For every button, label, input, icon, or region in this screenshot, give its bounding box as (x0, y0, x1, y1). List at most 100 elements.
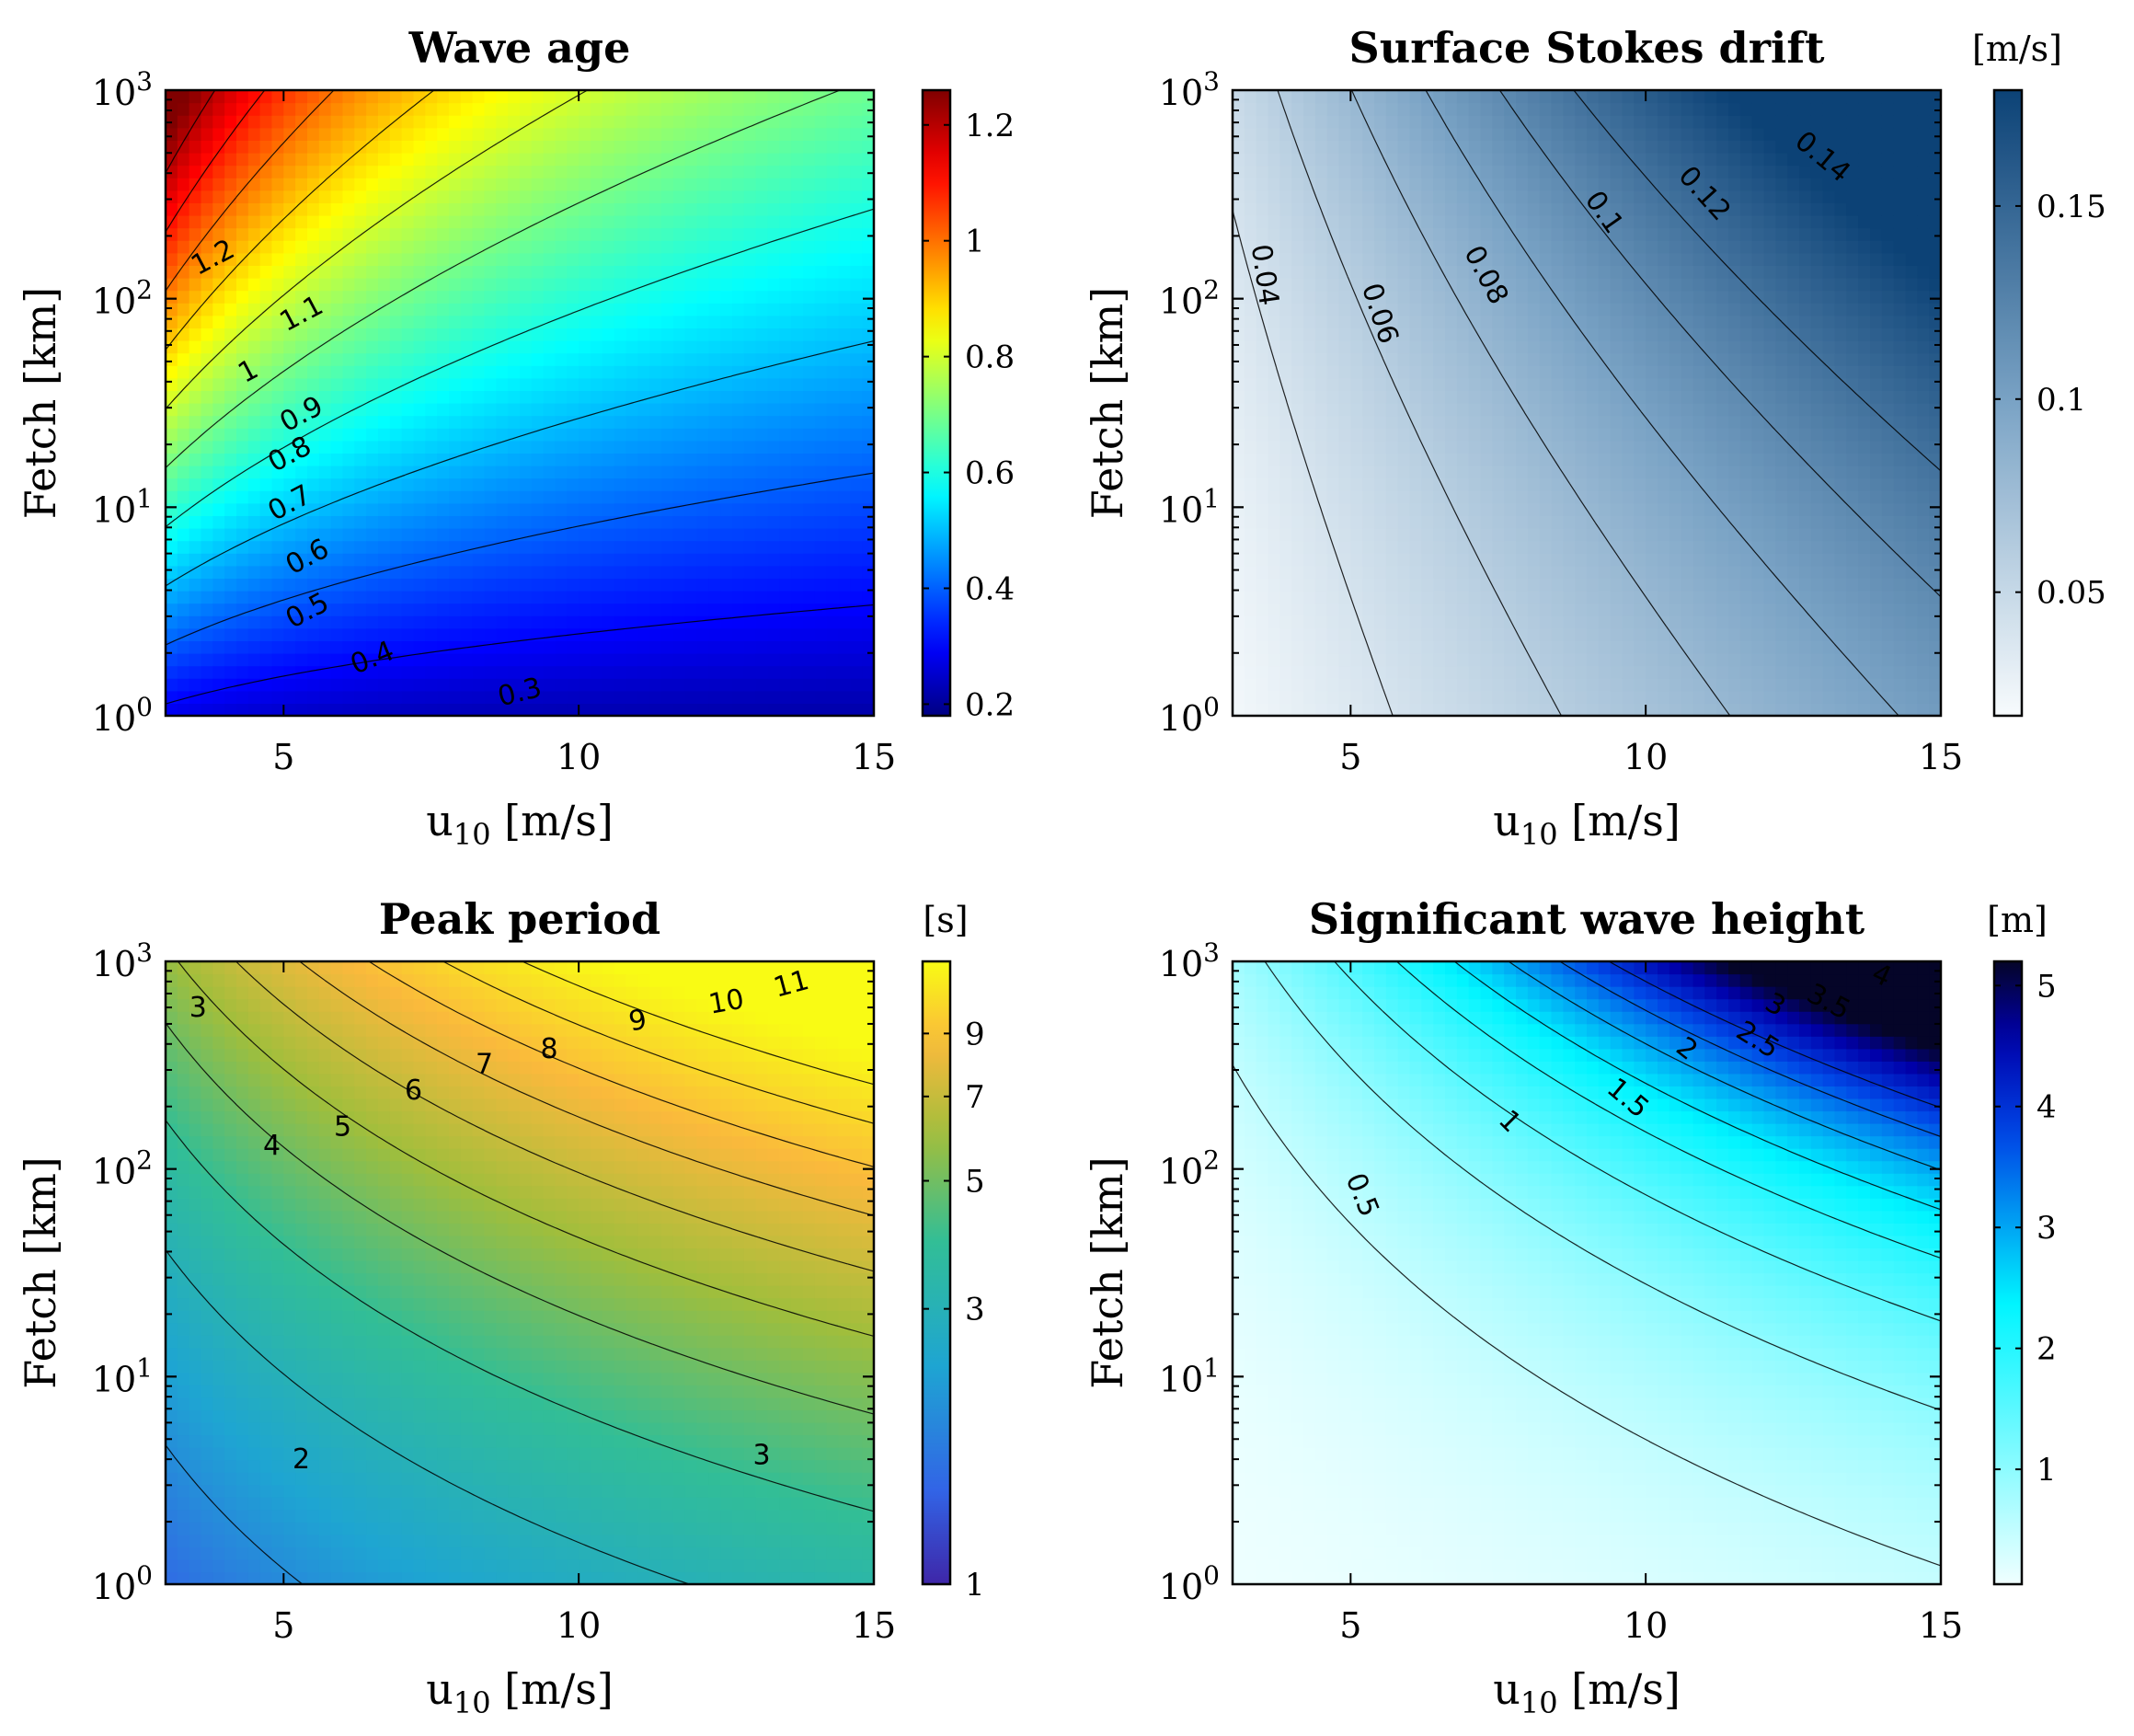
heatmap-cell (1468, 703, 1482, 717)
heatmap-cell (307, 578, 320, 592)
heatmap-cell (767, 365, 780, 379)
heatmap-cell (1492, 153, 1505, 167)
heatmap-cell (850, 490, 863, 504)
heatmap-cell (1421, 627, 1434, 641)
heatmap-cell (247, 303, 261, 316)
heatmap-cell (755, 140, 769, 154)
heatmap-cell (177, 515, 190, 529)
heatmap-cell (177, 440, 190, 454)
heatmap-cell (1646, 215, 1658, 229)
heatmap-cell (543, 377, 556, 391)
heatmap-cell (283, 390, 296, 404)
heatmap-cell (212, 515, 225, 529)
heatmap-cell (1338, 665, 1351, 679)
heatmap-cell (779, 178, 792, 191)
heatmap-cell (1314, 553, 1328, 567)
heatmap-cell (755, 653, 769, 667)
heatmap-cell (732, 278, 745, 292)
heatmap-cell (166, 377, 178, 391)
heatmap-cell (437, 477, 450, 491)
heatmap-cell (779, 215, 792, 229)
heatmap-cell (803, 665, 816, 679)
heatmap-cell (862, 627, 875, 641)
heatmap-cell (330, 528, 344, 542)
heatmap-cell (247, 215, 261, 229)
heatmap-cell (259, 278, 273, 292)
heatmap-cell (1338, 365, 1351, 379)
heatmap-cell (732, 215, 745, 229)
heatmap-cell (1492, 428, 1505, 442)
heatmap-cell (531, 365, 545, 379)
heatmap-cell (1303, 377, 1316, 391)
heatmap-cell (484, 540, 497, 554)
heatmap-cell (520, 591, 533, 604)
heatmap-cell (684, 315, 698, 328)
heatmap-cell (236, 252, 249, 266)
heatmap-cell (1291, 665, 1304, 679)
heatmap-cell (1338, 140, 1351, 154)
heatmap-cell (354, 703, 367, 717)
heatmap-cell (1622, 365, 1635, 379)
heatmap-cell (318, 328, 332, 341)
heatmap-cell (177, 690, 190, 704)
heatmap-cell (472, 165, 486, 178)
heatmap-cell (862, 190, 875, 203)
heatmap-cell (484, 477, 497, 491)
heatmap-cell (649, 202, 662, 216)
heatmap-cell (520, 466, 533, 479)
heatmap-cell (625, 328, 638, 341)
heatmap-cell (1445, 365, 1458, 379)
heatmap-cell (259, 591, 273, 604)
heatmap-cell (684, 477, 698, 491)
heatmap-cell (1527, 90, 1541, 104)
heatmap-cell (259, 528, 273, 542)
heatmap-cell (755, 90, 769, 104)
heatmap-cell (449, 477, 462, 491)
heatmap-cell (625, 653, 638, 667)
heatmap-cell (1350, 440, 1363, 454)
heatmap-cell (1610, 115, 1623, 129)
heatmap-cell (1646, 703, 1658, 717)
heatmap-cell (307, 553, 320, 567)
heatmap-cell (1504, 490, 1517, 504)
heatmap-cell (401, 428, 415, 442)
heatmap-cell (484, 202, 497, 216)
heatmap-cell (791, 490, 804, 504)
heatmap-cell (307, 627, 320, 641)
heatmap-cell (283, 190, 296, 203)
heatmap-cell (330, 490, 344, 504)
heatmap-cell (1480, 403, 1493, 417)
heatmap-cell (472, 490, 486, 504)
heatmap-cell (743, 202, 757, 216)
heatmap-cell (1291, 315, 1304, 328)
heatmap-cell (201, 240, 213, 254)
heatmap-cell (342, 640, 355, 654)
heatmap-cell (1480, 540, 1493, 554)
heatmap-cell (1646, 490, 1658, 504)
heatmap-cell (791, 178, 804, 191)
heatmap-cell (1409, 490, 1422, 504)
heatmap-cell (283, 252, 296, 266)
heatmap-cell (814, 390, 828, 404)
heatmap-cell (1445, 540, 1458, 554)
heatmap-cell (814, 365, 828, 379)
heatmap-cell (661, 440, 674, 454)
heatmap-cell (166, 328, 178, 341)
heatmap-cell (484, 603, 497, 616)
heatmap-cell (1658, 215, 1670, 229)
heatmap-cell (472, 415, 486, 429)
heatmap-cell (1233, 303, 1245, 316)
heatmap-cell (1256, 102, 1269, 116)
heatmap-cell (1527, 528, 1541, 542)
heatmap-cell (508, 440, 521, 454)
heatmap-cell (366, 315, 379, 328)
heatmap-cell (649, 540, 662, 554)
heatmap-cell (413, 165, 426, 178)
heatmap-cell (1610, 665, 1623, 679)
heatmap-cell (1268, 640, 1280, 654)
heatmap-cell (708, 202, 721, 216)
heatmap-cell (330, 377, 344, 391)
heatmap-cell (850, 90, 863, 104)
heatmap-cell (1575, 653, 1588, 667)
heatmap-cell (189, 165, 202, 178)
